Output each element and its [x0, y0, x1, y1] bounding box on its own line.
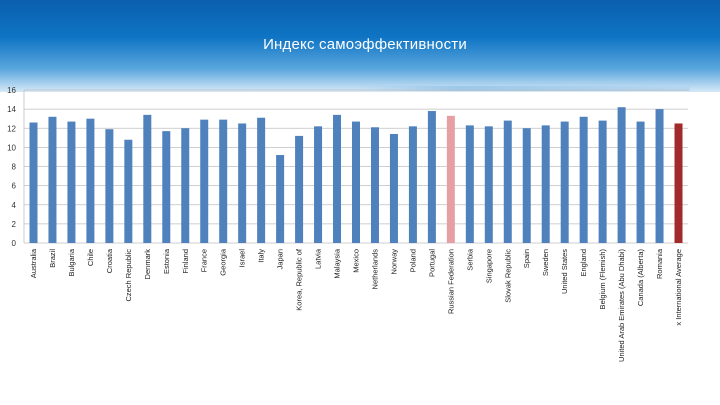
x-tick-label: Canada (Alberta) — [636, 249, 645, 307]
bar — [465, 125, 474, 243]
x-tick-label: Georgia — [219, 248, 228, 276]
bar — [200, 119, 209, 243]
y-tick-label: 2 — [12, 220, 17, 229]
y-tick-label: 6 — [12, 182, 17, 191]
bar — [427, 111, 436, 243]
bar — [446, 115, 455, 243]
x-tick-label: Israel — [238, 249, 247, 268]
bar — [276, 155, 285, 243]
bar — [86, 118, 95, 243]
slide-title: Индекс самоэффективности — [263, 36, 467, 53]
x-tick-label: Chile — [86, 249, 95, 266]
x-tick-label: Finland — [181, 249, 190, 274]
bar — [352, 121, 360, 243]
x-tick-label: Czech Republic — [124, 249, 133, 302]
bar — [560, 121, 569, 243]
x-tick-label: Singapore — [484, 249, 493, 283]
bar — [408, 126, 417, 243]
x-tick-label: England — [579, 249, 588, 277]
x-axis-tick-labels: Australia Brazil Bulgaria Chile Croatia Czech… — [29, 248, 683, 362]
x-tick-label: Australia — [29, 248, 38, 278]
x-tick-label: United States — [560, 249, 569, 294]
x-tick-label: Mexico — [352, 249, 361, 273]
bar — [238, 123, 247, 243]
x-tick-label: Latvia — [314, 248, 323, 269]
slide-header — [0, 0, 720, 92]
bar — [48, 116, 57, 243]
x-tick-label: Poland — [408, 249, 417, 272]
header-accent-bar — [360, 86, 690, 91]
x-tick-label: Malaysia — [333, 248, 342, 278]
bar — [636, 121, 645, 243]
bar — [484, 126, 493, 243]
bar — [219, 119, 228, 243]
bar — [124, 139, 133, 243]
bar — [617, 107, 626, 244]
x-tick-label: Italy — [257, 249, 266, 263]
x-tick-label: Romania — [655, 248, 664, 279]
bar — [143, 114, 152, 243]
x-tick-label: Slovak Republic — [503, 249, 512, 303]
y-tick-label: 4 — [12, 201, 17, 210]
self-efficacy-bar-chart: 0 2 4 6 8 10 12 14 16 Australia Brazil Bulgaria Chi… — [7, 86, 688, 362]
bar — [370, 127, 379, 243]
x-tick-label: Croatia — [105, 248, 114, 273]
bar — [503, 120, 512, 243]
bar — [579, 116, 588, 243]
bar — [314, 126, 323, 243]
x-tick-label: France — [200, 249, 209, 272]
y-tick-label: 16 — [7, 86, 16, 95]
y-tick-label: 8 — [12, 163, 17, 172]
bar — [29, 122, 38, 243]
x-tick-label: Portugal — [427, 249, 436, 277]
bar — [674, 123, 683, 243]
bar — [105, 129, 114, 243]
bar — [257, 117, 266, 243]
bar — [67, 121, 76, 243]
x-tick-label: Denmark — [143, 249, 152, 280]
y-tick-label: 10 — [7, 143, 16, 152]
bar — [389, 133, 398, 243]
x-tick-label: Brazil — [48, 249, 57, 268]
x-tick-label: Japan — [276, 249, 285, 269]
bar — [162, 131, 171, 243]
x-tick-label: Sweden — [541, 249, 550, 276]
bar — [295, 135, 304, 243]
x-tick-label: Korea, Republic of — [295, 248, 304, 311]
x-tick-label: Norway — [389, 249, 398, 275]
x-tick-label: Bulgaria — [67, 248, 76, 276]
bar — [541, 125, 550, 243]
x-tick-label: Russian Federation — [446, 249, 455, 314]
x-tick-label: Netherlands — [370, 249, 379, 290]
chart-bars — [29, 107, 683, 244]
y-tick-label: 12 — [7, 124, 16, 133]
bar — [333, 114, 342, 243]
x-tick-label: Spain — [522, 249, 531, 268]
y-tick-label: 0 — [12, 239, 17, 248]
x-tick-label: Estonia — [162, 248, 171, 274]
x-tick-label: x International Average — [674, 249, 683, 326]
x-tick-label: Belgium (Flemish) — [598, 249, 607, 310]
bar — [598, 120, 607, 243]
bar — [655, 109, 664, 244]
y-tick-label: 14 — [7, 105, 16, 114]
x-tick-label: Serbia — [465, 248, 474, 271]
y-axis-tick-labels: 0 2 4 6 8 10 12 14 16 — [7, 86, 16, 248]
bar — [181, 128, 190, 243]
bar — [522, 128, 531, 243]
x-tick-label: United Arab Emirates (Abu Dhabi) — [617, 248, 626, 361]
